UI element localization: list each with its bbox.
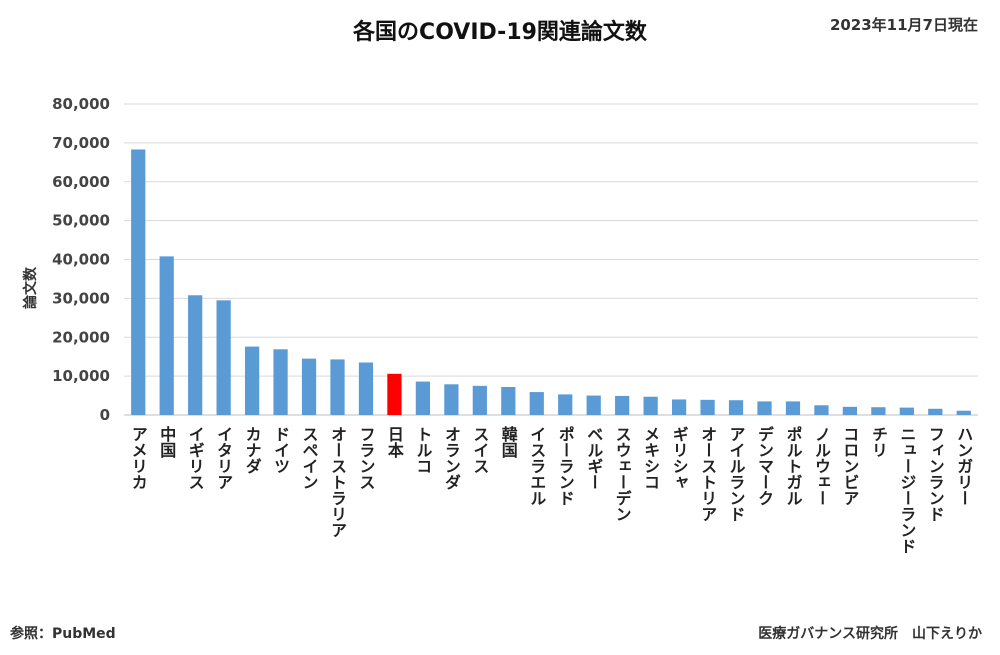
bar-9	[387, 373, 402, 415]
bar-29	[956, 410, 971, 415]
category-label: ノルウェー	[812, 426, 831, 506]
bar-14	[529, 392, 544, 415]
category-label: 韓国	[499, 425, 518, 459]
category-label: ハンガリー	[954, 426, 973, 506]
bar-24	[814, 405, 829, 415]
source-note: 参照：PubMed	[10, 626, 116, 642]
bar-1	[159, 256, 174, 415]
category-label: カナダ	[243, 426, 262, 474]
date-note: 2023年11月7日現在	[829, 16, 978, 34]
category-label: 中国	[157, 425, 176, 459]
bar-28	[928, 408, 943, 415]
bar-15	[558, 394, 573, 415]
category-label: オーストラリア	[328, 426, 347, 538]
category-label: スウェーデン	[613, 426, 632, 522]
bar-0	[131, 149, 146, 415]
category-label: アイルランド	[727, 426, 746, 522]
category-label: ポーランド	[556, 425, 575, 506]
category-label: イタリア	[214, 426, 233, 490]
category-label: オーストリア	[698, 426, 717, 522]
category-label: ドイツ	[271, 426, 290, 474]
bar-7	[330, 359, 345, 415]
bar-26	[871, 407, 886, 415]
category-label: ベルギー	[584, 426, 603, 490]
y-tick-label: 30,000	[52, 289, 110, 307]
bar-3	[216, 300, 231, 415]
grid-lines	[124, 103, 978, 416]
category-label: デンマーク	[755, 425, 774, 506]
bar-13	[501, 387, 516, 415]
y-tick-label: 0	[100, 406, 110, 424]
category-label: トルコ	[413, 426, 432, 474]
category-label: フランス	[356, 426, 375, 490]
category-label: ポルトガル	[783, 425, 802, 506]
category-label: ニュージーランド	[897, 426, 916, 554]
bar-22	[757, 401, 772, 415]
chart-title: 各国のCOVID-19関連論文数	[353, 20, 647, 45]
y-axis-ticks: 0 10,000 20,000 30,000 40,000 50,000 60,000 70,…	[52, 95, 110, 424]
bar-19	[671, 399, 687, 415]
category-label: オランダ	[442, 426, 461, 490]
category-label: イギリス	[186, 426, 205, 490]
bar-8	[358, 362, 374, 415]
category-label: イスラエル	[527, 426, 546, 506]
bar-11	[444, 384, 459, 415]
category-label: 日本	[385, 426, 404, 459]
bar-27	[899, 407, 914, 415]
category-label: スイス	[470, 426, 489, 474]
y-tick-label: 50,000	[52, 212, 110, 230]
bar-4	[244, 346, 260, 415]
bar-23	[785, 401, 801, 415]
bar-10	[415, 381, 431, 415]
bar-12	[472, 385, 487, 415]
category-labels: アメリカ 中国 イギリス イタリア カナダ ドイツ スペイン オーストラリア フランス 日本 トルコ…	[129, 425, 974, 554]
category-label: アメリカ	[129, 426, 148, 490]
y-tick-label: 10,000	[52, 367, 110, 385]
category-label: フィンランド	[926, 426, 945, 522]
bar-21	[728, 400, 744, 415]
credit-note: 医療ガバナンス研究所 山下えりか	[758, 626, 982, 642]
bar-16	[586, 395, 601, 415]
y-tick-label: 20,000	[52, 328, 110, 346]
bar-25	[842, 406, 858, 415]
y-tick-label: 70,000	[52, 134, 110, 152]
y-tick-label: 40,000	[52, 251, 110, 269]
category-label: コロンビア	[840, 426, 859, 506]
category-label: ギリシャ	[670, 426, 689, 490]
y-axis-label: 論文数	[22, 266, 39, 309]
bar-20	[700, 399, 715, 415]
category-label: スペイン	[300, 426, 319, 490]
y-tick-label: 80,000	[52, 95, 110, 113]
bar-2	[188, 295, 203, 415]
bar-17	[615, 395, 630, 415]
category-label: メキシコ	[641, 426, 660, 490]
bars	[131, 149, 971, 415]
y-tick-label: 60,000	[52, 173, 110, 191]
bar-6	[301, 358, 317, 415]
bar-18	[643, 396, 658, 415]
category-label: チリ	[869, 426, 888, 458]
bar-5	[273, 349, 288, 415]
